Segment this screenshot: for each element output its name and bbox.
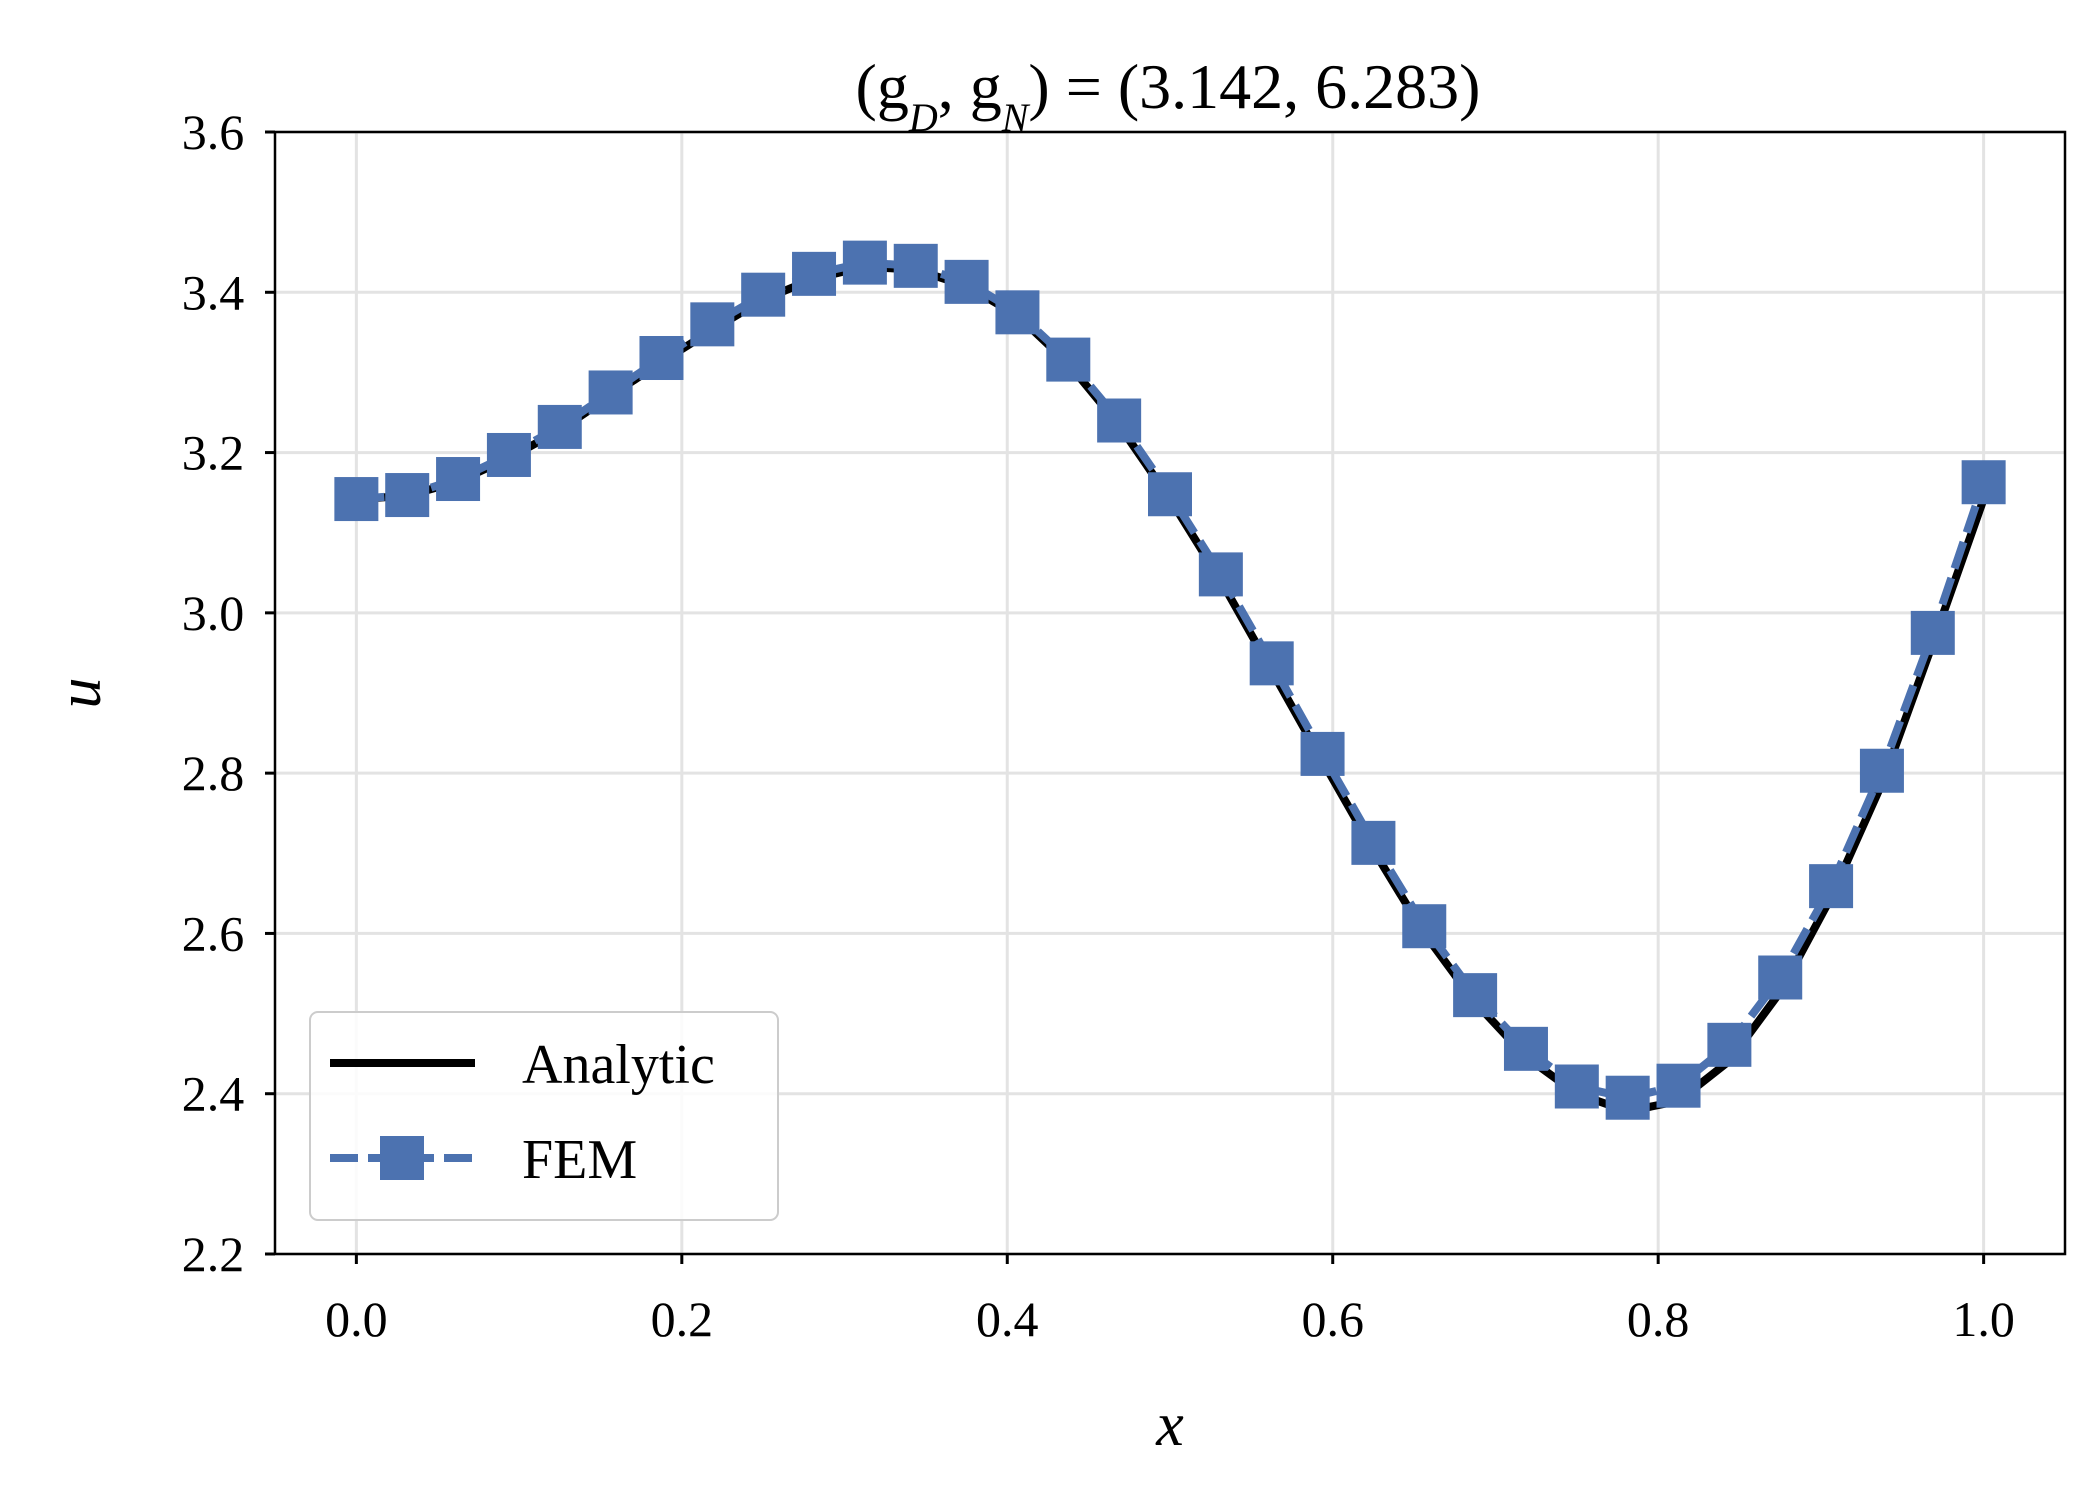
fem-marker <box>1249 641 1294 686</box>
title-part-5: ) = (3.142, 6.283) <box>1028 51 1480 122</box>
legend-fem-label: FEM <box>522 1129 637 1191</box>
fem-marker <box>1656 1063 1701 1108</box>
fem-marker <box>1300 731 1345 776</box>
plot-frame <box>273 130 2067 1256</box>
fem-marker <box>792 251 837 296</box>
x-tick-label: 0.2 <box>651 1291 714 1347</box>
fem-marker <box>639 336 684 381</box>
y-tick-label: 2.2 <box>182 1226 245 1282</box>
fem-marker <box>1046 337 1091 382</box>
fem-marker <box>1097 398 1142 443</box>
fem-marker <box>436 457 481 502</box>
x-tick-label: 0.4 <box>976 1291 1039 1347</box>
fem-marker <box>1453 973 1498 1018</box>
fem-marker <box>1351 820 1396 865</box>
fem-marker <box>1859 748 1904 793</box>
fem-marker <box>1503 1026 1548 1071</box>
series-group <box>334 240 2006 1120</box>
fem-marker <box>1554 1064 1599 1109</box>
fem-marker <box>1910 610 1955 655</box>
fem-marker <box>385 473 430 518</box>
title-part-2: D <box>908 95 938 140</box>
fem-marker <box>1402 904 1447 949</box>
y-tick-label: 2.8 <box>182 745 245 801</box>
y-tick-label: 3.0 <box>182 585 245 641</box>
fem-marker <box>995 290 1040 335</box>
fem-marker <box>1809 864 1854 909</box>
fem-marker <box>1605 1075 1650 1120</box>
fem-marker <box>690 302 735 347</box>
x-tick-label: 0.6 <box>1301 1291 1364 1347</box>
y-tick-label: 2.6 <box>182 905 245 961</box>
x-tick-label: 0.0 <box>325 1291 388 1347</box>
x-tick-label: 0.8 <box>1627 1291 1690 1347</box>
y-tick-label: 2.4 <box>182 1066 245 1122</box>
legend-analytic-label: Analytic <box>522 1034 715 1096</box>
title-part-1: (g <box>856 51 909 122</box>
fem-marker <box>334 477 379 522</box>
x-axis-label: x <box>1155 1391 1184 1459</box>
fem-marker <box>1961 460 2006 505</box>
fem-marker <box>1707 1022 1752 1067</box>
y-tick-label: 3.6 <box>182 104 245 160</box>
title-part-4: N <box>1001 95 1031 140</box>
title-part-3: , g <box>938 51 1002 122</box>
y-axis-label: u <box>46 678 114 709</box>
legend: Analytic FEM <box>309 1011 779 1221</box>
legend-fem-marker <box>380 1136 424 1180</box>
y-tick-label: 3.4 <box>182 264 245 320</box>
fem-marker <box>893 243 938 288</box>
x-tick-labels: 0.0 0.2 0.4 0.6 0.8 1.0 <box>325 1291 2015 1347</box>
fem-marker <box>1198 552 1243 597</box>
fem-marker <box>588 370 633 415</box>
fem-marker <box>537 404 582 449</box>
fem-marker <box>944 259 989 304</box>
x-tick-label: 1.0 <box>1952 1291 2015 1347</box>
fem-marker <box>741 272 786 317</box>
chart-title: (gD, gN) = (3.142, 6.283) <box>856 51 1481 140</box>
fem-marker <box>1148 472 1192 517</box>
fem-marker <box>1758 955 1803 1000</box>
y-tick-labels: 2.2 2.4 2.6 2.8 3.0 3.2 3.4 3.6 <box>182 104 245 1282</box>
fem-marker <box>486 432 531 477</box>
y-tick-label: 3.2 <box>182 425 245 481</box>
axis-ticks <box>265 130 1986 1264</box>
fem-marker <box>842 240 887 285</box>
